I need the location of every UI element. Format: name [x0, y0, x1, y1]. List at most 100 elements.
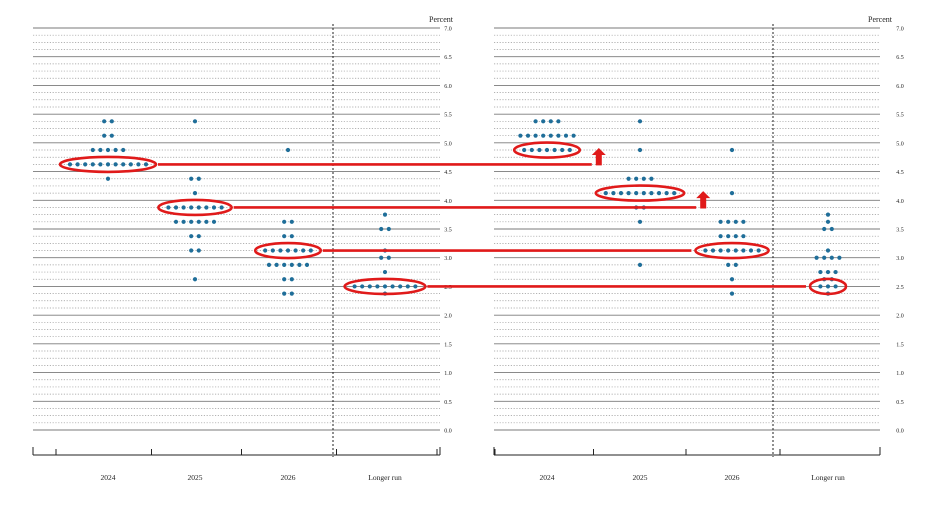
y-tick-label: 6.0	[444, 84, 452, 90]
participant-dot	[379, 226, 384, 232]
up-arrow-icon	[696, 191, 711, 209]
participant-dot	[641, 191, 646, 196]
participant-dot	[109, 119, 114, 124]
participant-dot	[289, 262, 294, 267]
y-tick-label: 3.0	[444, 256, 452, 262]
median-highlight-ellipse	[694, 241, 770, 260]
up-arrow-icon	[591, 148, 606, 166]
participant-dot	[181, 219, 186, 224]
participant-dot	[756, 248, 761, 253]
participant-dot	[367, 284, 372, 289]
participant-dot	[814, 255, 819, 260]
participant-dot	[282, 219, 287, 224]
y-tick-label: 2.5	[896, 285, 904, 291]
y-tick-label: 5.5	[444, 113, 452, 119]
participant-dot	[192, 277, 198, 282]
y-tick-label: 5.5	[896, 113, 904, 119]
y-tick-label: 4.0	[444, 199, 452, 205]
median-highlight-ellipse	[58, 155, 158, 174]
participant-dot	[726, 219, 731, 224]
participant-dot	[748, 248, 754, 253]
participant-dot	[121, 147, 126, 153]
participant-dot	[603, 191, 608, 196]
participant-dot	[726, 234, 731, 239]
participant-dot	[822, 226, 827, 232]
participant-dot	[825, 284, 831, 289]
participant-dot	[113, 147, 118, 153]
participant-dot	[634, 191, 639, 196]
participant-dot	[83, 162, 88, 167]
y-tick-label: 0.0	[444, 429, 452, 435]
participant-dot	[189, 205, 194, 210]
y-tick-label: 0.5	[896, 400, 904, 406]
y-tick-label: 0.5	[444, 400, 452, 406]
y-tick-label: 6.0	[896, 84, 904, 90]
participant-dot	[525, 133, 531, 138]
x-category-label: 2025	[633, 473, 648, 482]
participant-dot	[626, 191, 631, 196]
participant-dot	[386, 226, 391, 232]
y-tick-label: 4.0	[896, 199, 904, 205]
participant-dot	[641, 176, 646, 181]
participant-dot	[741, 219, 746, 224]
y-tick-label: 5.0	[444, 141, 452, 147]
panel-2: 0.0 0.5 1.0 1.5 2.0 2.5 3.0 3.5 4.0 4.5 5.0 5.5 6.0 6…	[493, 15, 904, 482]
participant-dot	[567, 147, 572, 153]
y-tick-label: 7.0	[896, 27, 904, 33]
participant-dot	[548, 133, 553, 138]
y-tick-label: 6.5	[896, 55, 904, 61]
participant-dot	[90, 147, 95, 153]
participant-dot	[825, 248, 831, 253]
participant-dot	[98, 147, 103, 153]
participant-dot	[98, 162, 103, 167]
participant-dot	[522, 147, 527, 153]
participant-dot	[382, 269, 388, 275]
participant-dot	[556, 133, 561, 138]
participant-dot	[733, 234, 738, 239]
participant-dot	[382, 284, 388, 289]
x-category-label: 2025	[188, 473, 203, 482]
participant-dot	[105, 162, 111, 167]
unit-label: Percent	[429, 15, 454, 24]
participant-dot	[289, 291, 294, 296]
participant-dot	[729, 291, 735, 296]
x-category-label: Longer run	[811, 473, 845, 482]
participant-dot	[718, 219, 723, 224]
participant-dot	[102, 133, 107, 138]
participant-dot	[556, 119, 561, 124]
participant-dot	[818, 269, 823, 275]
participant-dot	[192, 119, 198, 124]
participant-dot	[518, 133, 523, 138]
participant-dot	[375, 284, 380, 289]
participant-dot	[285, 248, 291, 253]
participant-dot	[166, 205, 171, 210]
median-highlight-ellipse	[253, 241, 323, 260]
participant-dot	[289, 219, 294, 224]
participant-dot	[560, 147, 565, 153]
participant-dot	[301, 248, 306, 253]
participant-dot	[390, 284, 395, 289]
y-tick-label: 1.0	[444, 371, 452, 377]
median-highlight-ellipse	[157, 198, 233, 217]
participant-dot	[733, 248, 738, 253]
y-tick-label: 4.5	[444, 170, 452, 176]
participant-dot	[618, 191, 624, 196]
participant-dot	[270, 248, 275, 253]
participant-dot	[718, 248, 723, 253]
participant-dot	[282, 262, 287, 267]
participant-dot	[733, 262, 738, 267]
participant-dot	[67, 162, 73, 167]
participant-dot	[541, 133, 546, 138]
participant-dot	[741, 234, 746, 239]
participant-dot	[113, 162, 118, 167]
participant-dot	[285, 147, 291, 153]
participant-dot	[529, 147, 534, 153]
participant-dot	[405, 284, 410, 289]
participant-dot	[649, 191, 654, 196]
participant-dot	[109, 133, 114, 138]
participant-dot	[382, 212, 388, 217]
participant-dot	[173, 219, 179, 224]
participant-dot	[637, 219, 643, 224]
y-tick-label: 1.5	[444, 342, 452, 348]
unit-label: Percent	[868, 15, 893, 24]
